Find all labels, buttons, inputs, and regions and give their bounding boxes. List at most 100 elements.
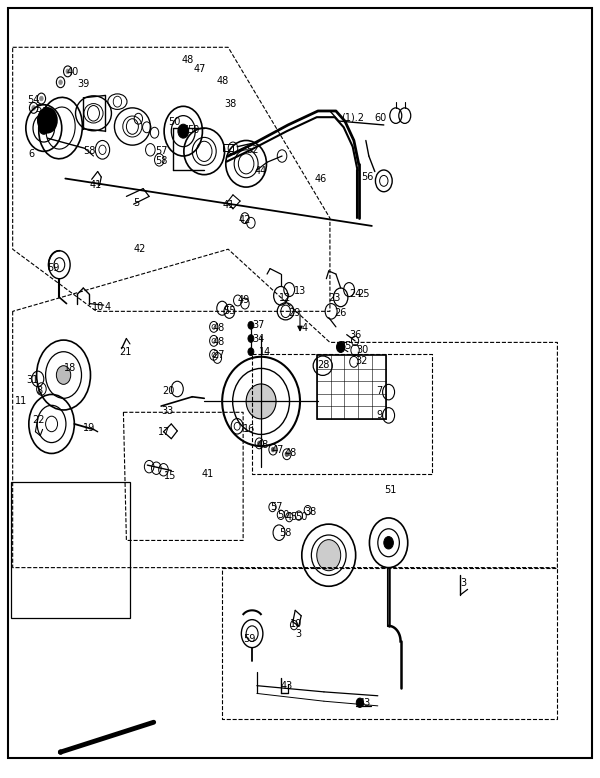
Circle shape xyxy=(337,342,345,352)
Circle shape xyxy=(56,366,71,384)
Text: 10: 10 xyxy=(92,302,104,312)
Text: 21: 21 xyxy=(119,347,131,357)
Text: 53: 53 xyxy=(35,103,48,114)
Text: 46: 46 xyxy=(314,174,326,184)
Circle shape xyxy=(66,69,70,74)
Text: 32: 32 xyxy=(355,356,367,366)
Text: 60: 60 xyxy=(374,113,386,123)
Text: 48: 48 xyxy=(212,338,225,348)
Text: 16: 16 xyxy=(242,423,255,433)
Text: 6: 6 xyxy=(28,149,34,159)
Text: 28: 28 xyxy=(317,360,329,370)
Text: 54: 54 xyxy=(27,95,40,105)
Circle shape xyxy=(248,335,254,342)
Circle shape xyxy=(32,106,35,110)
Text: 33: 33 xyxy=(161,406,173,415)
Text: 41: 41 xyxy=(222,200,235,210)
Text: 45: 45 xyxy=(286,512,298,522)
Text: 42: 42 xyxy=(134,244,146,254)
Text: 24: 24 xyxy=(349,289,361,300)
Text: 58: 58 xyxy=(155,156,167,166)
Circle shape xyxy=(257,441,261,446)
Text: 26: 26 xyxy=(335,308,347,318)
Text: 52: 52 xyxy=(246,145,259,155)
Text: 27: 27 xyxy=(212,350,225,360)
Circle shape xyxy=(285,452,289,457)
Text: 58: 58 xyxy=(280,527,292,538)
Circle shape xyxy=(178,124,188,138)
Text: 48: 48 xyxy=(212,323,225,333)
Text: 31: 31 xyxy=(26,376,38,385)
Ellipse shape xyxy=(246,384,276,419)
Text: 42: 42 xyxy=(239,215,251,225)
Text: 50: 50 xyxy=(277,510,290,520)
Text: 36: 36 xyxy=(349,331,361,341)
Text: 25: 25 xyxy=(358,289,370,300)
Text: 51: 51 xyxy=(384,485,396,495)
Text: 47: 47 xyxy=(271,444,284,454)
Circle shape xyxy=(317,540,341,571)
Text: 41: 41 xyxy=(89,180,101,190)
Circle shape xyxy=(40,96,43,101)
Text: 5: 5 xyxy=(134,198,140,209)
Bar xyxy=(223,144,233,152)
Circle shape xyxy=(356,698,364,707)
Text: 4: 4 xyxy=(301,324,307,334)
Text: 4: 4 xyxy=(104,302,110,312)
Text: 50: 50 xyxy=(295,512,308,522)
Text: 59: 59 xyxy=(243,634,256,644)
Bar xyxy=(11,482,130,618)
Text: 10: 10 xyxy=(290,619,302,629)
Text: 48: 48 xyxy=(257,440,269,450)
Text: 38: 38 xyxy=(224,99,237,109)
Text: 37: 37 xyxy=(252,321,265,331)
Text: 7: 7 xyxy=(377,386,383,395)
Text: 13: 13 xyxy=(294,286,306,296)
Bar xyxy=(317,355,386,419)
Text: 39: 39 xyxy=(77,79,89,89)
Circle shape xyxy=(271,447,275,452)
Circle shape xyxy=(39,122,49,135)
Text: 19: 19 xyxy=(83,422,95,433)
Text: 35: 35 xyxy=(340,342,352,352)
Text: 3: 3 xyxy=(295,629,301,639)
Text: 3: 3 xyxy=(460,578,467,588)
Text: 48: 48 xyxy=(284,448,296,458)
Text: 56: 56 xyxy=(362,172,374,182)
Text: 47: 47 xyxy=(193,64,206,74)
Text: 34: 34 xyxy=(252,334,265,344)
Text: 57: 57 xyxy=(270,502,283,512)
Text: 44: 44 xyxy=(254,166,267,176)
Text: 18: 18 xyxy=(64,363,76,373)
Text: 50: 50 xyxy=(187,125,200,135)
Text: 58: 58 xyxy=(83,146,95,156)
Text: 55: 55 xyxy=(223,306,236,316)
Text: 48: 48 xyxy=(181,55,194,65)
Text: 38: 38 xyxy=(305,506,317,517)
Text: 43: 43 xyxy=(359,698,371,708)
Text: 15: 15 xyxy=(164,471,176,481)
Text: 30: 30 xyxy=(356,345,368,356)
Circle shape xyxy=(248,348,254,356)
Text: 43: 43 xyxy=(281,681,293,691)
Text: 50: 50 xyxy=(169,117,181,127)
Circle shape xyxy=(59,80,62,85)
Text: 40: 40 xyxy=(67,67,79,77)
Text: 57: 57 xyxy=(155,146,167,156)
Text: 59: 59 xyxy=(47,263,59,273)
Text: 49: 49 xyxy=(237,296,250,306)
Text: 45: 45 xyxy=(177,125,190,135)
Text: 12: 12 xyxy=(279,293,292,303)
Text: 23: 23 xyxy=(329,293,341,303)
Text: 17: 17 xyxy=(158,427,170,437)
Text: 11: 11 xyxy=(15,397,28,406)
Circle shape xyxy=(38,108,57,133)
Text: (1).2: (1).2 xyxy=(341,112,364,122)
Text: 29: 29 xyxy=(288,308,301,318)
Circle shape xyxy=(248,321,254,329)
Text: 22: 22 xyxy=(32,415,44,425)
Text: 8: 8 xyxy=(37,387,43,396)
Text: 48: 48 xyxy=(216,76,229,86)
Text: 14: 14 xyxy=(259,348,272,358)
Text: 20: 20 xyxy=(163,387,175,396)
